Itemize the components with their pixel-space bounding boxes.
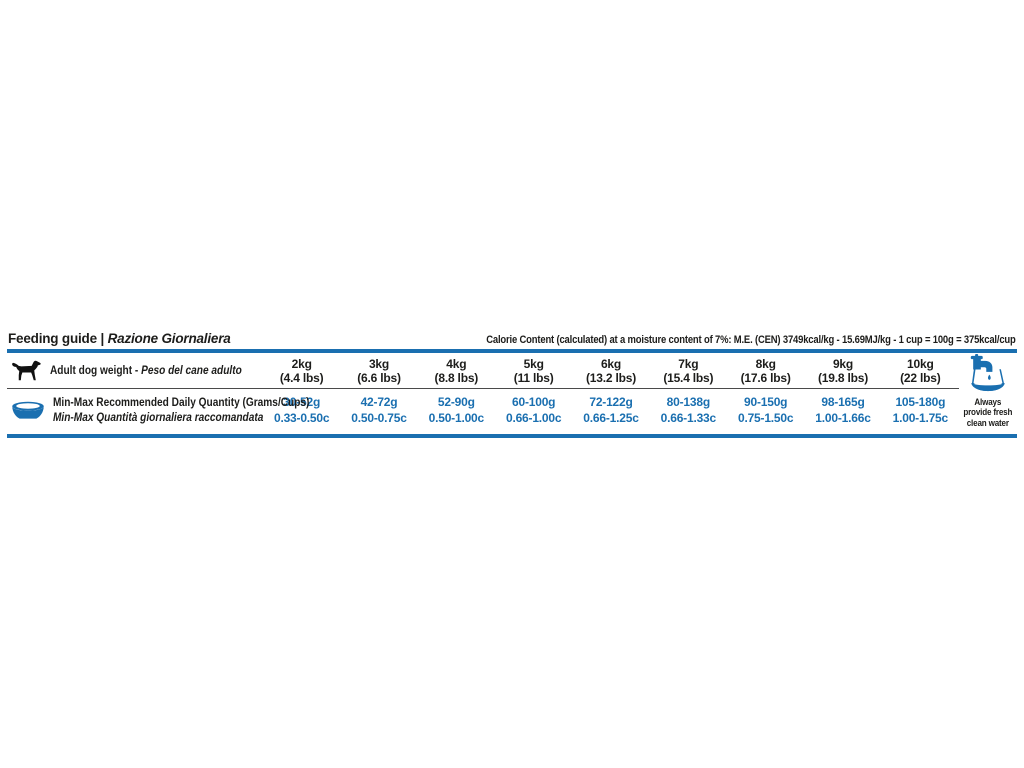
water-note-cell: Always provide fresh clean water: [959, 353, 1017, 434]
quantity-row-label: Min-Max Recommended Daily Quantity (Gram…: [53, 396, 309, 426]
daily-quantity-value: 42-72g 0.50-0.75c: [351, 395, 407, 425]
feeding-guide-header: Feeding guide | Razione Giornaliera Calo…: [7, 331, 1017, 349]
daily-quantity-value: 52-90g 0.50-1.00c: [428, 395, 485, 425]
quantity-label-english: Min-Max Recommended Daily Quantity (Gram…: [53, 397, 310, 410]
water-note-line: clean water: [966, 417, 1010, 429]
weight-label-english: Adult dog weight -: [50, 364, 139, 377]
daily-quantity-value: 98-165g 1.00-1.66c: [815, 395, 871, 425]
dog-icon: [11, 360, 42, 382]
weight-column-header: 10kg (22 lbs): [881, 353, 959, 390]
daily-quantity-value: 72-122g 0.66-1.25c: [583, 395, 639, 425]
daily-quantity-value: 60-100g 0.66-1.00c: [505, 395, 562, 425]
weight-label-italian: Peso del cane adulto: [141, 364, 242, 377]
daily-quantity-value: 105-180g 1.00-1.75c: [892, 395, 949, 425]
quantity-row-label-cell: Min-Max Recommended Daily Quantity (Gram…: [7, 389, 309, 433]
dog-bowl-icon: [11, 401, 45, 422]
weight-column-header: 3kg (6.6 lbs): [340, 353, 418, 390]
weight-column-header: 8kg (17.6 lbs): [727, 353, 805, 390]
daily-quantity-value: 90-150g 0.75-1.50c: [737, 395, 794, 425]
daily-quantity-value: 80-138g 0.66-1.33c: [660, 395, 717, 425]
title-italian: Razione Giornaliera: [107, 331, 231, 346]
weight-column-header: 4kg (8.8 lbs): [417, 353, 495, 390]
feeding-guide-title: Feeding guide | Razione Giornaliera: [8, 331, 231, 346]
calorie-content-note: Calorie Content (calculated) at a moistu…: [486, 334, 1017, 346]
water-note-line: provide fresh: [963, 407, 1013, 419]
title-separator: |: [96, 331, 108, 346]
faucet-icon: [968, 354, 1008, 398]
water-note-text: Always provide fresh clean water: [963, 397, 1013, 429]
weight-column-header: 5kg (11 lbs): [495, 353, 573, 390]
water-note-line: Always: [974, 397, 1002, 408]
weight-column-header: 9kg (19.8 lbs): [804, 353, 882, 390]
weight-column-header: 2kg (4.4 lbs): [263, 353, 341, 390]
weight-row-label: Adult dog weight - Peso del cane adulto: [50, 365, 242, 377]
weight-column-header: 7kg (15.4 lbs): [649, 353, 727, 390]
weight-column-header: 6kg (13.2 lbs): [572, 353, 650, 390]
daily-quantity-value: 30-52g 0.33-0.50c: [273, 395, 330, 425]
feeding-guide-panel: Feeding guide | Razione Giornaliera Calo…: [7, 331, 1017, 438]
feeding-guide-table: Adult dog weight - Peso del cane adulto …: [7, 349, 1017, 438]
weight-row-label-cell: Adult dog weight - Peso del cane adulto: [7, 353, 263, 390]
quantity-label-italian: Min-Max Quantità giornaliera raccomandat…: [53, 412, 264, 425]
title-english: Feeding guide: [8, 331, 97, 346]
